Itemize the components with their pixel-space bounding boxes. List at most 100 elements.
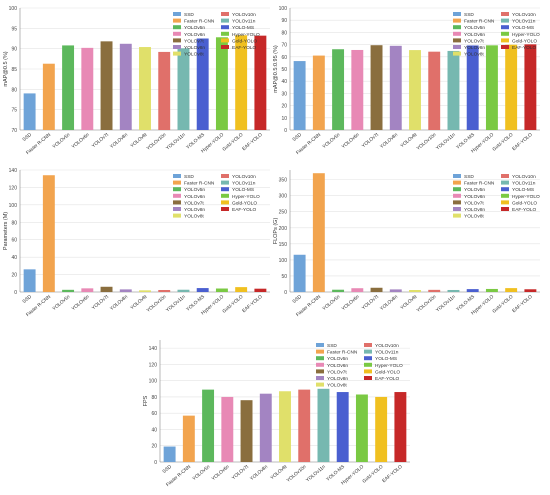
legend-label: EAF-YOLO <box>375 376 400 382</box>
bar-yolov7t <box>240 400 253 462</box>
legend-swatch <box>364 369 372 374</box>
legend-label: YOLOv6n <box>464 32 485 38</box>
y-tick-label: 80 <box>11 220 17 226</box>
legend-swatch <box>173 207 181 211</box>
x-tick-label: YOLOv10n <box>415 132 437 152</box>
y-tick-label: 50 <box>281 274 287 280</box>
legend-label: YOLO-MS <box>512 187 534 193</box>
legend-label: Hyper-YOLO <box>512 32 540 38</box>
y-tick-label: 300 <box>279 194 288 200</box>
y-tick-label: 0 <box>14 290 17 296</box>
x-tick-label: YOLOv11n <box>435 132 457 152</box>
legend-label: SSD <box>184 174 194 180</box>
y-tick-label: 0 <box>284 290 287 296</box>
legend-swatch <box>364 362 372 367</box>
legend-label: YOLOv11n <box>375 350 399 356</box>
x-tick-label: YOLOv5n <box>321 132 341 150</box>
legend-swatch <box>453 12 461 16</box>
x-tick-label: Gold-YOLO <box>361 464 384 485</box>
bar-gold-yolo <box>505 288 518 292</box>
legend-swatch <box>501 12 509 16</box>
legend-label: YOLOv8n <box>327 376 348 382</box>
y-tick-label: 0 <box>284 128 287 134</box>
legend-swatch <box>173 18 181 23</box>
legend-swatch <box>173 31 181 36</box>
y-tick-label: 80 <box>11 87 17 93</box>
x-tick-label: SSD <box>161 464 173 475</box>
legend-label: SSD <box>327 343 337 349</box>
bar-yolov10n <box>158 51 171 130</box>
x-tick-label: Gold-YOLO <box>491 132 514 153</box>
legend-label: YOLOv5n <box>184 187 205 193</box>
bar-yolo-ms <box>196 38 209 130</box>
legend-swatch <box>221 45 229 49</box>
legend-swatch <box>453 213 461 218</box>
x-tick-label: YOLOv7t <box>91 294 110 312</box>
bar-yolov8t <box>139 290 151 292</box>
legend-swatch <box>221 180 229 185</box>
legend-swatch <box>501 193 509 198</box>
legend-swatch <box>501 180 509 185</box>
legend-swatch <box>501 174 509 178</box>
legend-label: YOLOv5n <box>464 187 485 193</box>
legend-swatch <box>316 343 324 347</box>
x-tick-label: YOLOv6n <box>211 464 231 482</box>
legend-label: YOLOv10n <box>512 12 536 18</box>
legend-label: YOLOv6n <box>464 194 485 200</box>
y-tick-label: 250 <box>279 210 288 216</box>
bar-yolov7t <box>370 45 383 130</box>
y-axis-label: FLOPs (G) <box>273 218 279 245</box>
y-tick-label: 100 <box>279 6 288 12</box>
bar-yolov8t <box>409 50 421 131</box>
bar-hyper-yolo <box>215 288 228 292</box>
legend-label: Faster R-CNN <box>327 350 358 356</box>
x-tick-label: SSD <box>291 294 303 305</box>
legend-swatch <box>221 200 229 205</box>
legend-swatch <box>501 18 509 23</box>
y-tick-label: 60 <box>281 55 287 61</box>
x-tick-label: SSD <box>291 132 303 143</box>
x-tick-label: EAF-YOLO <box>381 464 404 484</box>
legend-swatch <box>453 180 461 185</box>
legend-swatch <box>316 349 324 354</box>
bar-yolov6n <box>81 288 94 292</box>
x-tick-label: YOLOv10n <box>415 294 437 314</box>
legend-label: EAF-YOLO <box>232 45 257 51</box>
x-tick-label: YOLOv8t <box>399 294 418 312</box>
legend-label: SSD <box>464 12 474 18</box>
y-tick-label: 70 <box>11 128 17 134</box>
bar-gold-yolo <box>375 396 388 462</box>
y-tick-label: 30 <box>281 91 287 97</box>
y-tick-label: 50 <box>281 67 287 73</box>
bar-yolov10n <box>298 389 311 462</box>
legend-label: YOLOv6n <box>327 363 348 369</box>
bar-yolov8n <box>259 393 272 462</box>
legend-label: YOLOv5n <box>184 25 205 31</box>
y-axis-label: mAP@0.5:0.95 (%) <box>273 45 279 93</box>
y-tick-label: 100 <box>279 258 288 264</box>
x-tick-label: YOLOv8t <box>129 132 148 150</box>
legend-swatch <box>316 356 324 361</box>
bar-ssd <box>163 446 176 462</box>
legend-label: YOLOv11n <box>232 19 256 25</box>
x-tick-label: YOLOv6n <box>341 294 361 312</box>
legend-swatch <box>316 369 324 374</box>
legend-swatch <box>316 362 324 367</box>
bar-yolov7t <box>100 286 113 292</box>
legend-swatch <box>173 12 181 16</box>
bar-yolo-ms <box>466 289 479 292</box>
y-tick-label: 40 <box>151 427 157 433</box>
legend-label: YOLOv7t <box>327 369 347 375</box>
x-tick-label: YOLOv7t <box>91 132 110 150</box>
y-tick-label: 80 <box>281 30 287 36</box>
legend-label: Gold-YOLO <box>512 200 537 206</box>
legend-label: YOLOv8n <box>184 45 205 51</box>
y-tick-label: 350 <box>279 178 288 184</box>
bar-yolov11n <box>447 289 460 292</box>
x-tick-label: YOLOv11n <box>165 132 187 152</box>
